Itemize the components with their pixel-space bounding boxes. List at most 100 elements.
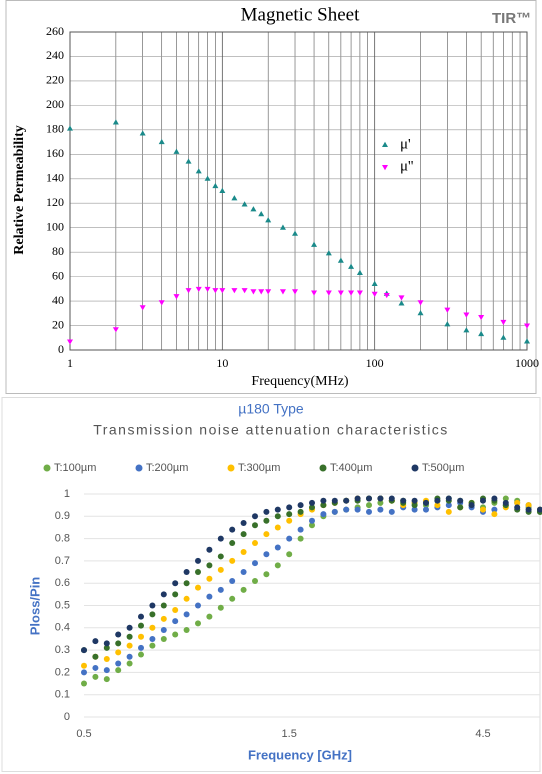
x-tick-label: 1 xyxy=(67,356,73,370)
data-point xyxy=(195,602,201,609)
x-tick-label: 1.5 xyxy=(282,728,297,740)
x-tick-label: 0.5 xyxy=(76,728,91,740)
data-point xyxy=(219,288,226,294)
data-point xyxy=(445,508,452,515)
data-point xyxy=(183,569,190,576)
y-tick-label: 120 xyxy=(46,195,64,209)
data-point xyxy=(297,508,304,515)
y-axis-title: Ploss/Pin xyxy=(27,577,42,636)
data-point xyxy=(502,499,509,506)
data-point xyxy=(524,338,530,344)
data-point xyxy=(139,130,146,136)
data-point xyxy=(138,644,144,651)
data-point xyxy=(195,168,202,174)
chart-frame xyxy=(5,0,537,394)
data-point xyxy=(229,595,236,602)
data-point xyxy=(274,506,281,513)
data-point xyxy=(115,649,122,656)
data-point xyxy=(126,633,133,640)
data-point xyxy=(240,519,247,526)
data-point xyxy=(263,517,270,524)
data-point xyxy=(343,506,350,513)
y-tick-label: 0.7 xyxy=(55,555,70,567)
data-point xyxy=(297,526,304,533)
legend-label: T:300µm xyxy=(238,462,280,474)
data-point xyxy=(320,502,327,509)
data-point xyxy=(320,511,327,518)
data-point xyxy=(309,504,315,511)
data-point xyxy=(206,546,213,553)
data-point xyxy=(468,502,475,509)
data-point xyxy=(67,125,73,131)
data-point xyxy=(514,504,521,511)
data-point xyxy=(366,508,372,515)
data-point xyxy=(309,517,315,524)
data-point xyxy=(252,560,258,567)
data-point xyxy=(240,569,247,576)
data-point xyxy=(417,310,424,316)
data-point xyxy=(371,291,378,297)
data-point xyxy=(297,535,304,542)
data-point xyxy=(252,577,258,584)
data-point xyxy=(371,280,378,286)
data-point xyxy=(81,662,87,669)
data-point xyxy=(252,522,258,529)
data-point xyxy=(331,508,338,515)
data-point xyxy=(92,664,99,671)
chart-subtitle: Transmission noise attenuation character… xyxy=(93,422,449,438)
data-point xyxy=(354,495,361,502)
y-tick-label: 0 xyxy=(58,342,64,356)
chart-title: Magnetic Sheet xyxy=(241,4,360,25)
data-point xyxy=(491,506,498,513)
y-tick-label: 160 xyxy=(46,146,64,160)
data-point xyxy=(252,540,258,547)
y-tick-label: 0.3 xyxy=(55,644,70,656)
x-axis-title: Frequency(MHz) xyxy=(251,374,349,389)
data-point xyxy=(149,624,156,631)
data-point xyxy=(172,631,179,638)
data-point xyxy=(217,553,224,560)
data-point xyxy=(377,506,384,513)
data-point xyxy=(258,289,265,295)
data-point xyxy=(240,586,247,593)
data-point xyxy=(388,508,395,515)
data-point xyxy=(103,640,110,647)
data-point xyxy=(309,522,315,529)
data-point xyxy=(417,300,424,306)
data-point xyxy=(325,250,332,256)
data-point xyxy=(217,535,224,542)
y-tick-label: 1 xyxy=(64,488,70,500)
data-point xyxy=(172,591,179,598)
data-point xyxy=(241,288,248,294)
y-tick-label: 40 xyxy=(52,293,64,307)
data-point xyxy=(500,319,507,326)
data-point xyxy=(423,499,429,506)
plot-border xyxy=(69,31,528,351)
legend-marker xyxy=(411,464,419,472)
data-point xyxy=(263,571,270,578)
x-tick-label: 4.5 xyxy=(475,728,490,740)
y-tick-label: 80 xyxy=(52,244,64,258)
y-tick-label: 0.1 xyxy=(55,689,70,701)
data-point xyxy=(331,497,338,504)
y-tick-label: 0.5 xyxy=(55,599,70,611)
data-point xyxy=(377,495,384,502)
data-point xyxy=(112,119,119,125)
data-point xyxy=(502,495,509,502)
data-point xyxy=(356,269,363,275)
data-point xyxy=(206,575,213,582)
data-point xyxy=(263,508,270,515)
legend-marker xyxy=(227,464,235,472)
data-point xyxy=(444,321,451,327)
data-point xyxy=(478,330,485,337)
data-point xyxy=(149,602,156,609)
data-point xyxy=(411,502,418,509)
data-point xyxy=(366,495,372,502)
data-point xyxy=(463,312,470,318)
data-point xyxy=(195,557,201,564)
data-point xyxy=(149,611,156,618)
data-point xyxy=(138,613,144,620)
data-point xyxy=(411,506,418,513)
data-point xyxy=(348,290,355,296)
